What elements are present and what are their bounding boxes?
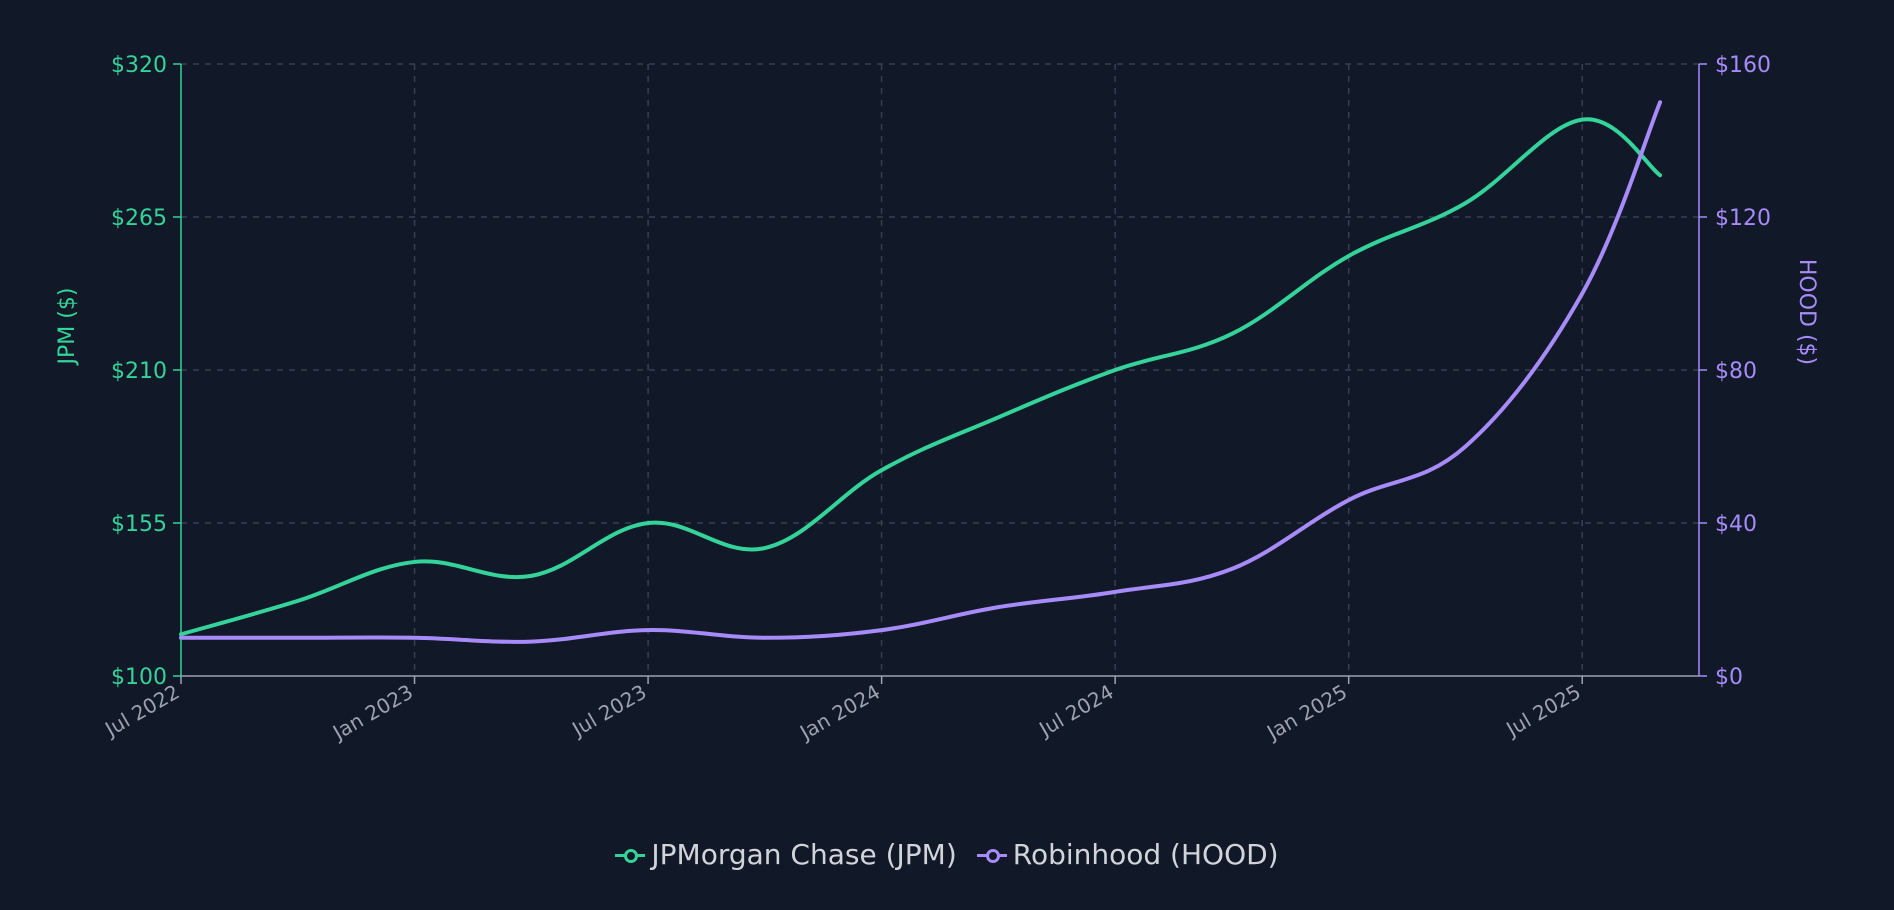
legend-swatch-jpm-icon [615, 848, 646, 863]
y-left-tick-label: $155 [111, 512, 167, 537]
legend-swatch-hood-icon [976, 848, 1007, 863]
x-tick-label: Jan 2025 [1261, 680, 1351, 746]
y-right-tick-label: $120 [1715, 206, 1771, 231]
y-right-axis-title: HOOD ($) [1794, 259, 1819, 365]
y-left-tick-label: $320 [111, 53, 167, 78]
y-left-axis-title: JPM ($) [55, 288, 80, 367]
y-right-tick-label: $40 [1715, 512, 1757, 537]
legend-item-jpm[interactable]: JPMorgan Chase (JPM) [615, 838, 957, 871]
series-line-hood [179, 100, 1663, 644]
series-line-jpm [179, 117, 1663, 637]
x-tick-label: Jul 2024 [1033, 680, 1117, 742]
legend-label-hood: Robinhood (HOOD) [1012, 838, 1279, 871]
legend: JPMorgan Chase (JPM) Robinhood (HOOD) [0, 838, 1894, 871]
x-tick-label: Jan 2023 [327, 680, 417, 746]
y-right-tick-label: $0 [1715, 665, 1743, 690]
legend-label-jpm: JPMorgan Chase (JPM) [651, 838, 957, 871]
y-right-tick-label: $160 [1715, 53, 1771, 78]
legend-item-hood[interactable]: Robinhood (HOOD) [976, 838, 1279, 871]
x-tick-label: Jul 2025 [1501, 680, 1585, 742]
x-tick-label: Jan 2024 [794, 680, 884, 746]
y-left-tick-label: $265 [111, 206, 167, 231]
y-left-tick-label: $210 [111, 359, 167, 384]
x-tick-label: Jul 2023 [566, 680, 650, 742]
y-left-tick-label: $100 [111, 665, 167, 690]
y-right-tick-label: $80 [1715, 359, 1757, 384]
